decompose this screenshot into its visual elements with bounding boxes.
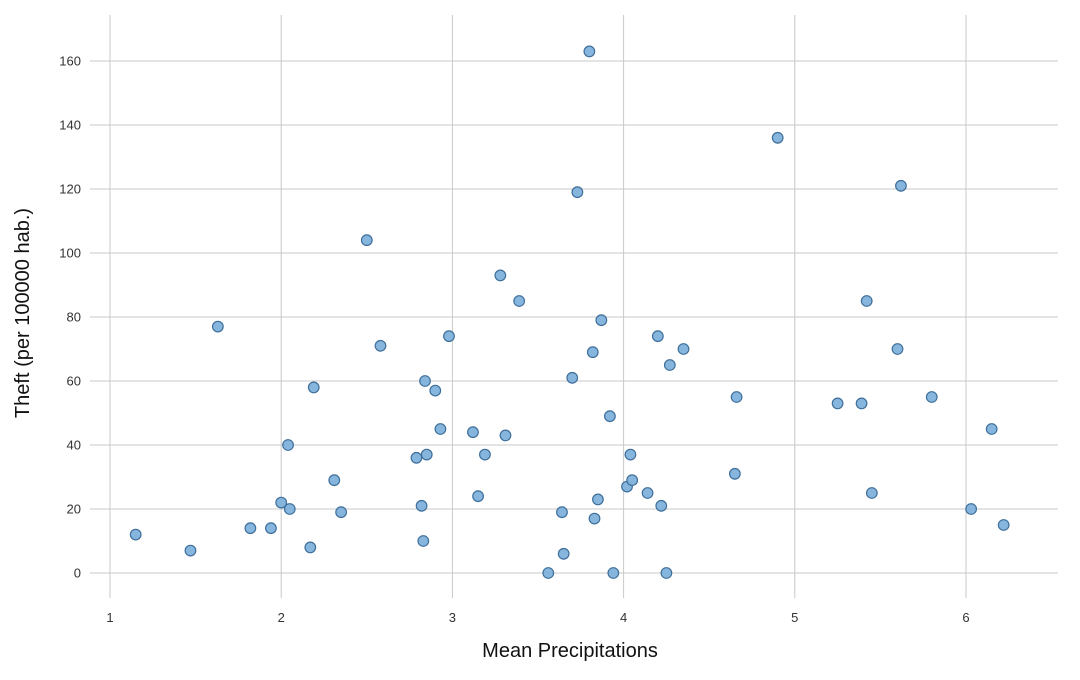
- data-point: [513, 295, 526, 307]
- data-point: [566, 371, 579, 384]
- data-point: [420, 448, 433, 461]
- data-point: [443, 330, 455, 343]
- data-point: [891, 343, 904, 355]
- y-tick-label: 100: [59, 246, 81, 261]
- y-tick-labels: 0 20 40 60 80 100 120 140 160: [59, 54, 81, 581]
- data-point: [730, 391, 743, 403]
- data-point: [472, 490, 484, 503]
- data-point: [275, 496, 288, 509]
- data-point: [592, 493, 604, 506]
- data-point: [244, 522, 257, 535]
- data-point: [925, 391, 938, 403]
- data-point: [624, 448, 637, 461]
- data-point: [604, 410, 616, 423]
- data-point: [374, 339, 387, 352]
- data-point: [997, 519, 1010, 531]
- data-point: [429, 384, 442, 397]
- data-point: [595, 314, 608, 327]
- data-point: [467, 426, 479, 439]
- data-point: [855, 397, 868, 410]
- grid: [90, 15, 1058, 598]
- data-point: [571, 186, 584, 199]
- data-point: [184, 544, 197, 557]
- data-point: [282, 439, 294, 451]
- data-point: [556, 506, 568, 519]
- y-tick-label: 140: [59, 118, 81, 133]
- data-point: [655, 499, 668, 512]
- data-point: [211, 320, 224, 333]
- y-tick-label: 40: [67, 438, 81, 453]
- x-tick-label: 6: [962, 610, 969, 625]
- data-point: [410, 451, 423, 464]
- data-points: [129, 45, 1010, 579]
- y-axis-title: Theft (per 100000 hab.): [12, 208, 34, 418]
- x-tick-label: 3: [449, 610, 456, 625]
- data-point: [335, 506, 348, 519]
- data-point: [494, 269, 507, 282]
- data-point: [641, 487, 654, 499]
- data-point: [651, 330, 664, 343]
- y-tick-label: 160: [59, 54, 81, 69]
- x-axis-title: Mean Precipitations: [482, 640, 658, 662]
- y-tick-label: 20: [67, 502, 81, 517]
- data-point: [434, 423, 447, 435]
- data-point: [831, 397, 844, 410]
- y-tick-label: 80: [67, 310, 81, 325]
- x-tick-label: 1: [106, 610, 113, 625]
- data-point: [583, 45, 596, 58]
- data-point: [499, 429, 512, 442]
- x-tick-label: 2: [278, 610, 285, 625]
- data-point: [985, 423, 998, 435]
- data-point: [419, 375, 431, 387]
- x-tick-labels: 1 2 3 4 5 6: [106, 610, 969, 625]
- y-tick-label: 120: [59, 182, 81, 197]
- data-point: [542, 567, 555, 579]
- data-point: [860, 295, 873, 307]
- data-point: [328, 474, 341, 487]
- data-point: [415, 499, 428, 512]
- data-point: [895, 179, 907, 192]
- data-point: [129, 528, 142, 541]
- data-point: [586, 346, 599, 359]
- data-point: [626, 474, 639, 487]
- data-point: [771, 131, 784, 144]
- y-tick-label: 60: [67, 374, 81, 389]
- data-point: [728, 467, 741, 480]
- y-tick-label: 0: [74, 566, 81, 581]
- data-point: [965, 503, 978, 515]
- x-tick-label: 4: [620, 610, 627, 625]
- data-point: [307, 381, 320, 394]
- data-point: [417, 535, 430, 547]
- data-point: [865, 487, 878, 499]
- data-point: [677, 343, 690, 355]
- data-point: [479, 448, 491, 461]
- data-point: [663, 359, 676, 371]
- data-point: [360, 234, 373, 247]
- data-point: [265, 522, 277, 535]
- data-point: [557, 547, 570, 560]
- data-point: [588, 512, 601, 525]
- data-point: [283, 503, 296, 515]
- data-point: [607, 567, 620, 579]
- data-point: [304, 541, 317, 554]
- x-tick-label: 5: [791, 610, 798, 625]
- data-point: [660, 567, 673, 579]
